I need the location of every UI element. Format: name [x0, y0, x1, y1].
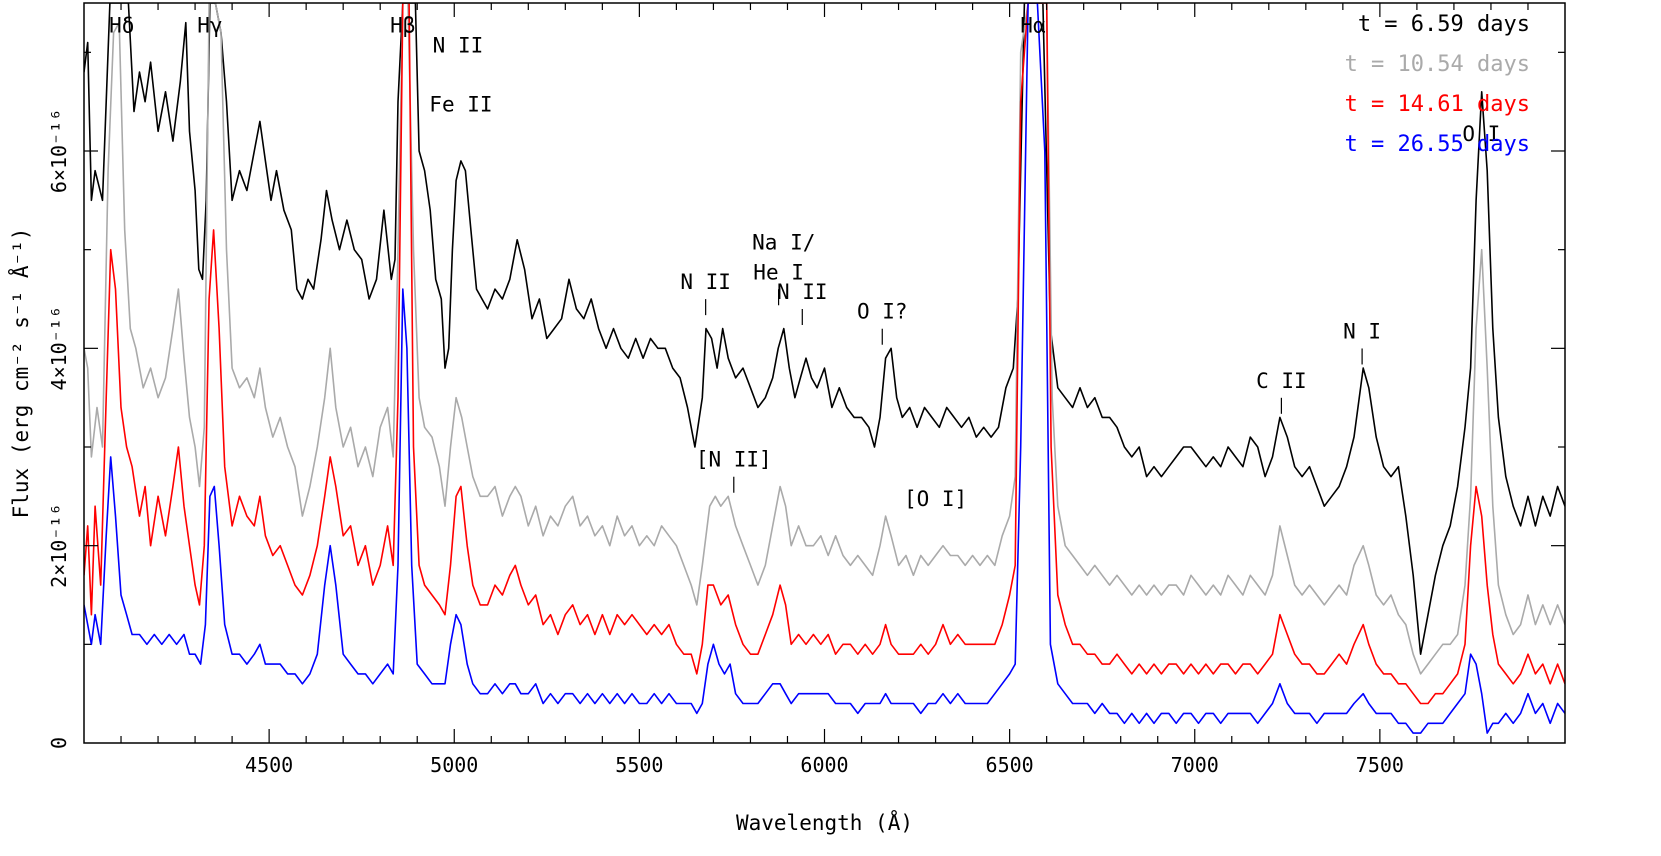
- series-line-0: [84, 3, 1565, 655]
- line-label-14: [N II]: [696, 448, 772, 472]
- line-label-10: Hα: [1020, 14, 1046, 38]
- line-label-1: Hγ: [197, 14, 222, 38]
- series-line-3: [84, 3, 1565, 734]
- series-layer: [84, 3, 1565, 734]
- legend-layer: t = 6.59 days t = 10.54 days t = 14.61 day…: [1345, 12, 1530, 157]
- legend-entry-0: t = 6.59 days: [1358, 12, 1530, 37]
- legend-entry-1: t = 10.54 days: [1345, 52, 1530, 77]
- x-tick-label: 7000: [1171, 753, 1219, 777]
- x-tick-label: 6500: [986, 753, 1034, 777]
- y-tick-label: 2×10⁻¹⁶: [47, 504, 71, 588]
- x-tick-label: 7500: [1356, 753, 1404, 777]
- y-axis-title: Flux (erg cm⁻² s⁻¹ Å⁻¹): [7, 228, 33, 519]
- axes-layer: 4500 5000 5500 6000 6500 7000 7500 0 2×10⁻¹⁶ 4×10…: [47, 2, 1566, 777]
- y-tick-label: 0: [47, 737, 71, 749]
- line-label-2: Hβ: [390, 14, 415, 38]
- series-line-2: [84, 3, 1565, 705]
- line-label-3: N II: [433, 33, 484, 57]
- x-axis-title: Wavelength (Å): [736, 809, 913, 835]
- series-line-1: [84, 3, 1565, 675]
- line-label-11: C II: [1256, 369, 1307, 393]
- y-tick-label: 4×10⁻¹⁶: [47, 306, 71, 390]
- line-label-9: O I?: [857, 300, 908, 324]
- line-label-13: O I: [1462, 122, 1500, 146]
- line-label-4: Fe II: [429, 93, 492, 117]
- line-label-15: [O I]: [904, 487, 967, 511]
- line-label-8: N II: [777, 280, 828, 304]
- legend-entry-3: t = 26.55 days: [1345, 132, 1530, 157]
- x-tick-label: 5500: [615, 753, 663, 777]
- y-tick-label: 6×10⁻¹⁶: [47, 109, 71, 193]
- x-tick-label: 5000: [430, 753, 478, 777]
- x-tick-label: 6000: [800, 753, 848, 777]
- line-label-5: N II: [680, 270, 731, 294]
- line-label-12: N I: [1343, 319, 1381, 343]
- line-label-6: Na I/: [752, 231, 815, 255]
- x-tick-label: 4500: [245, 753, 293, 777]
- line-label-0: Hδ: [109, 14, 134, 38]
- legend-entry-2: t = 14.61 days: [1345, 92, 1530, 117]
- line-label-7: He I: [753, 260, 804, 284]
